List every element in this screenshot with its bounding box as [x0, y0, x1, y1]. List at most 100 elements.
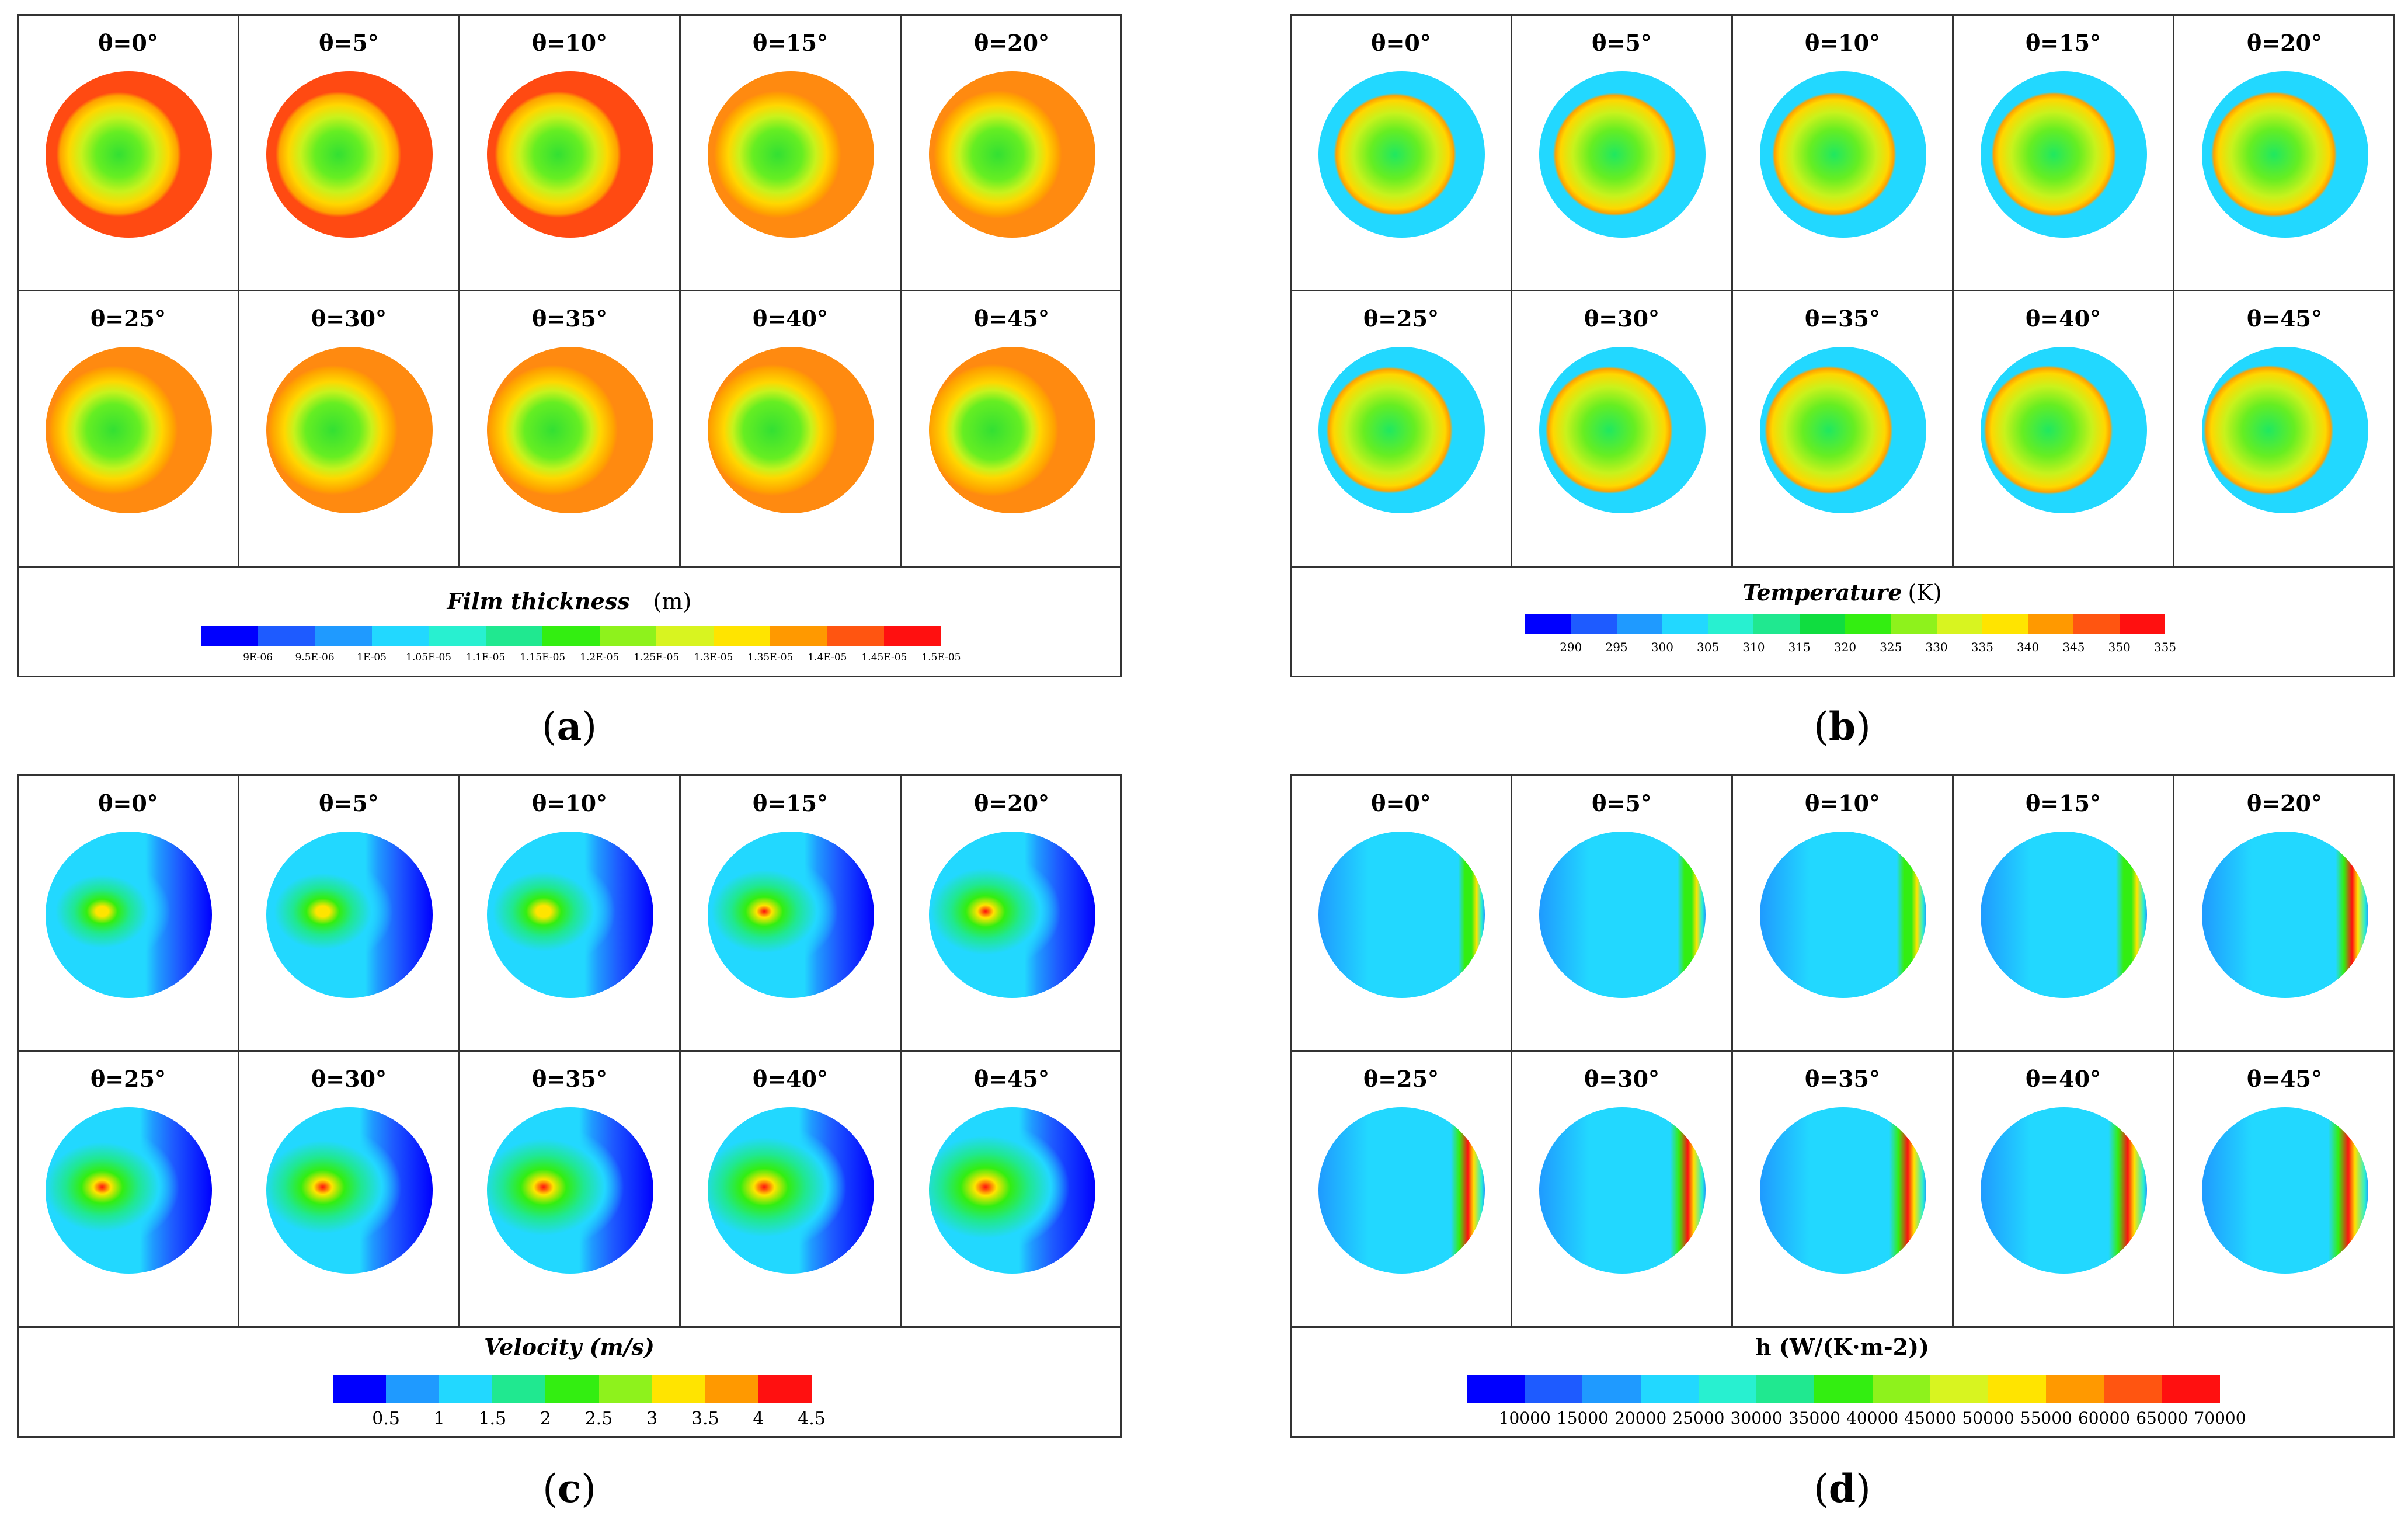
colorbar-tick-label: 305	[1697, 640, 1720, 654]
contour-disk	[2201, 1107, 2368, 1274]
contour-disk	[266, 347, 433, 513]
legend-title-text: Velocity (m/s)	[484, 1334, 655, 1360]
cell: θ=10°	[1733, 16, 1954, 291]
colorbar-tick-label: 335	[1971, 640, 1993, 654]
colorbar-segment	[1753, 614, 1800, 634]
cell: θ=30°	[239, 291, 460, 568]
colorbar-tick-label: 3	[646, 1409, 658, 1429]
colorbar-segment	[1756, 1375, 1815, 1403]
cell: θ=10°	[1733, 776, 1954, 1052]
colorbar-tick-label: 290	[1560, 640, 1582, 654]
caption-letter: b	[1828, 704, 1856, 749]
contour-disk	[486, 1107, 653, 1274]
colorbar-tick-label: 35000	[1788, 1409, 1840, 1428]
angle-label: θ=15°	[752, 30, 829, 56]
cell: θ=40°	[1954, 1052, 2174, 1328]
colorbar-segment	[2028, 614, 2074, 634]
colorbar-tick-label: 1E-05	[357, 652, 387, 663]
colorbar-tick-label: 10000	[1498, 1409, 1551, 1428]
contour-disk	[1980, 71, 2147, 238]
angle-label: θ=20°	[2246, 790, 2323, 816]
angle-label: θ=25°	[90, 1066, 166, 1092]
colorbar-tick-label: 295	[1605, 640, 1628, 654]
angle-label: θ=5°	[319, 30, 379, 56]
colorbar-tick-label: 60000	[2078, 1409, 2131, 1428]
colorbar-legend: Velocity (m/s) 0.5 1 1.5 2 2.5 3 3.5 4 4.5	[19, 1328, 1120, 1436]
contour-disk	[2201, 347, 2368, 513]
contour-disk	[266, 1107, 433, 1274]
colorbar-segment	[2162, 1375, 2221, 1403]
angle-label: θ=0°	[1371, 30, 1431, 56]
colorbar-tick-label: 25000	[1672, 1409, 1725, 1428]
angle-label: θ=25°	[1363, 305, 1439, 332]
contour-disk	[1539, 71, 1706, 238]
cell: θ=5°	[239, 16, 460, 291]
colorbar-legend: h (W/(K·m-2)) 10000 15000 20000 25000 30000 3…	[1292, 1328, 2393, 1436]
colorbar-segment	[371, 626, 429, 646]
angle-label: θ=40°	[752, 305, 829, 332]
colorbar-segment	[1640, 1375, 1699, 1403]
colorbar-tick-label: 30000	[1730, 1409, 1783, 1428]
angle-label: θ=45°	[2246, 1066, 2323, 1092]
legend-title: h (W/(K·m-2))	[1292, 1334, 2393, 1360]
angle-label: θ=15°	[2025, 30, 2101, 56]
legend-title: Velocity (m/s)	[19, 1334, 1120, 1360]
angle-label: θ=5°	[319, 790, 379, 816]
colorbar-segment	[1936, 614, 1982, 634]
contour-disk	[266, 71, 433, 238]
angle-label: θ=40°	[2025, 305, 2101, 332]
colorbar-tick-label: 320	[1833, 640, 1857, 654]
colorbar-segment	[758, 1375, 812, 1403]
colorbar-segment	[429, 626, 486, 646]
colorbar-tick-label: 355	[2153, 640, 2177, 654]
colorbar-tick-label: 1.45E-05	[861, 652, 907, 663]
colorbar-segment	[439, 1375, 493, 1403]
cell: θ=25°	[1292, 1052, 1512, 1328]
contour-disk	[707, 347, 874, 513]
angle-label: θ=25°	[1363, 1066, 1439, 1092]
angle-label: θ=35°	[531, 1066, 608, 1092]
contour-disk	[486, 71, 653, 238]
cell: θ=40°	[681, 1052, 902, 1328]
colorbar-tick-label: 45000	[1904, 1409, 1957, 1428]
angle-label: θ=0°	[98, 790, 158, 816]
angle-label: θ=40°	[2025, 1066, 2101, 1092]
contour-disk	[1318, 1107, 1485, 1274]
angle-label: θ=5°	[1592, 30, 1652, 56]
cell: θ=45°	[2174, 291, 2395, 568]
contour-grid: θ=0° θ=5° θ=10° θ=15° θ=20° θ=25° θ=30° …	[1292, 16, 2395, 568]
panel-c-velocity: θ=0° θ=5° θ=10° θ=15° θ=20° θ=25° θ=30° …	[17, 774, 1122, 1438]
cell: θ=15°	[681, 16, 902, 291]
colorbar-segment	[386, 1375, 440, 1403]
cell: θ=45°	[902, 291, 1122, 568]
colorbar-segment	[770, 626, 827, 646]
contour-disk	[486, 347, 653, 513]
colorbar	[201, 626, 941, 646]
caption-letter: c	[557, 1466, 582, 1511]
colorbar-segment	[1930, 1375, 1989, 1403]
cell: θ=20°	[2174, 776, 2395, 1052]
contour-disk	[1980, 832, 2147, 998]
colorbar-segment	[1662, 614, 1708, 634]
colorbar-tick-label: 1.15E-05	[520, 652, 566, 663]
legend-title-text: Temperature	[1742, 579, 1902, 606]
angle-label: θ=35°	[1804, 305, 1881, 332]
colorbar-tick-label: 0.5	[372, 1409, 400, 1429]
colorbar-segment	[599, 626, 657, 646]
colorbar-segment	[598, 1375, 652, 1403]
colorbar-tick-label: 50000	[1962, 1409, 2014, 1428]
contour-disk	[266, 832, 433, 998]
cell: θ=20°	[902, 16, 1122, 291]
colorbar-tick-label: 9.5E-06	[295, 652, 335, 663]
cell: θ=30°	[1512, 1052, 1733, 1328]
angle-label: θ=35°	[531, 305, 608, 332]
angle-label: θ=10°	[1804, 790, 1881, 816]
colorbar-segment	[1845, 614, 1891, 634]
legend-unit: (m)	[653, 589, 692, 614]
cell: θ=25°	[1292, 291, 1512, 568]
contour-disk	[2201, 71, 2368, 238]
colorbar-tick-label: 40000	[1846, 1409, 1899, 1428]
colorbar-tick-label: 310	[1742, 640, 1765, 654]
angle-label: θ=45°	[973, 1066, 1050, 1092]
contour-grid: θ=0° θ=5° θ=10° θ=15° θ=20° θ=25° θ=30° …	[19, 16, 1122, 568]
